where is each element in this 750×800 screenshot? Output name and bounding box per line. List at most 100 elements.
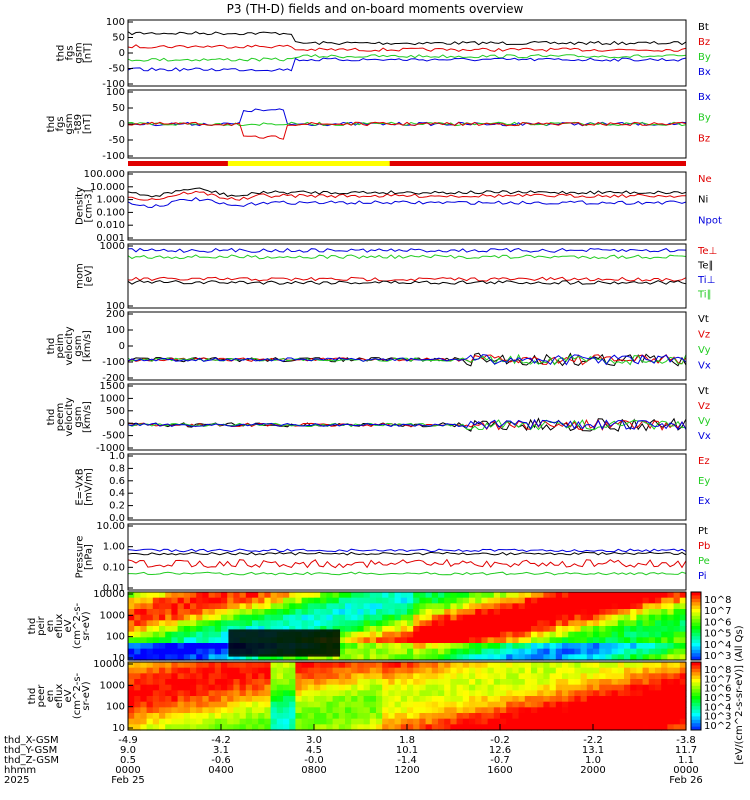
spectrogram-cell — [326, 696, 334, 703]
spectrogram-cell — [320, 690, 327, 697]
spectrogram-cell — [611, 701, 619, 708]
spectrogram-cell — [152, 614, 160, 621]
spectrogram-cell — [586, 654, 594, 661]
spectrogram-cell — [549, 609, 557, 616]
spectrogram-cell — [159, 643, 166, 650]
spectrogram-cell — [605, 718, 613, 725]
spectrogram-cell — [345, 597, 352, 604]
spectrogram-cell — [456, 592, 464, 599]
y-tick-label: 10 — [112, 723, 125, 734]
spectrogram-cell — [487, 643, 495, 650]
spectrogram-cell — [574, 696, 582, 703]
spectrogram-cell — [599, 614, 606, 621]
spectrogram-cell — [252, 673, 259, 680]
colorbar-cell — [691, 672, 701, 677]
spectrogram-cell — [456, 614, 464, 621]
spectrogram-cell — [624, 679, 631, 686]
spectrogram-cell — [233, 684, 241, 691]
spectrogram-cell — [357, 603, 365, 610]
y-axis-label: en — [45, 690, 56, 703]
spectrogram-cell — [425, 707, 433, 714]
spectrogram-cell — [394, 707, 402, 714]
spectrogram-cell — [599, 603, 606, 610]
spectrogram-cell — [283, 654, 290, 661]
spectrogram-cell — [165, 679, 172, 686]
spectrogram-cell — [667, 667, 675, 674]
spectrogram-cell — [413, 707, 420, 714]
spectrogram-cell — [258, 592, 265, 599]
spectrogram-cell — [357, 637, 365, 644]
spectrogram-cell — [450, 673, 458, 680]
spectrogram-cell — [307, 679, 315, 686]
spectrogram-cell — [469, 696, 476, 703]
spectrogram-cell — [376, 592, 383, 599]
spectrogram-cell — [524, 631, 532, 638]
spectrogram-cell — [630, 631, 637, 638]
spectrogram-cell — [165, 637, 172, 644]
spectrogram-cell — [314, 667, 321, 674]
spectrogram-cell — [295, 724, 303, 731]
spectrogram-cell — [159, 701, 166, 708]
spectrogram-cell — [276, 614, 284, 621]
spectrogram-cell — [252, 684, 259, 691]
spectrogram-cell — [512, 643, 520, 650]
x-row-label: 2025 — [4, 775, 29, 786]
spectrogram-cell — [233, 718, 241, 725]
spectrogram-cell — [202, 718, 210, 725]
spectrogram-cell — [667, 690, 675, 697]
spectrogram-cell — [425, 696, 433, 703]
spectrogram-cell — [543, 701, 551, 708]
spectrogram-cell — [388, 684, 396, 691]
spectrogram-cell — [270, 592, 278, 599]
spectrogram-cell — [314, 662, 321, 669]
spectrogram-cell — [438, 603, 445, 610]
spectrogram-cell — [475, 631, 482, 638]
spectrogram-cell — [245, 707, 253, 714]
spectrogram-cell — [190, 592, 197, 599]
spectrogram-cell — [655, 620, 662, 627]
spectrogram-cell — [636, 718, 644, 725]
spectrogram-cell — [444, 690, 451, 697]
spectrogram-cell — [295, 707, 303, 714]
spectrogram-cell — [140, 603, 148, 610]
spectrogram-cell — [239, 662, 247, 669]
spectrogram-cell — [450, 603, 458, 610]
spectrogram-cell — [165, 701, 172, 708]
y-tick-label: 100 — [106, 87, 125, 98]
spectrogram-cell — [233, 609, 241, 616]
spectrogram-cell — [655, 673, 662, 680]
spectrogram-cell — [239, 679, 247, 686]
spectrogram-cell — [196, 597, 203, 604]
spectrogram-cell — [648, 609, 656, 616]
spectrogram-cell — [171, 654, 179, 661]
spectrogram-cell — [543, 718, 551, 725]
spectrogram-cell — [332, 626, 340, 633]
spectrogram-cell — [667, 637, 675, 644]
spectrogram-cell — [673, 696, 681, 703]
spectrogram-cell — [500, 643, 507, 650]
colorbar-tick-label: 10^2 — [704, 721, 731, 732]
spectrogram-cell — [673, 673, 681, 680]
spectrogram-cell — [407, 592, 414, 599]
spectrogram-cell — [549, 718, 557, 725]
spectrogram-cell — [276, 603, 284, 610]
spectrogram-cell — [586, 679, 594, 686]
spectrogram-cell — [549, 597, 557, 604]
spectrogram-cell — [574, 643, 582, 650]
spectrogram-cell — [617, 684, 625, 691]
spectrogram-cell — [648, 690, 656, 697]
spectrogram-cell — [264, 673, 272, 680]
spectrogram-cell — [196, 707, 203, 714]
spectrogram-cell — [586, 701, 594, 708]
spectrogram-cell — [469, 662, 476, 669]
spectrogram-cell — [648, 724, 656, 731]
spectrogram-cell — [624, 707, 631, 714]
spectrogram-cell — [543, 643, 551, 650]
spectrogram-cell — [214, 667, 222, 674]
spectrogram-cell — [469, 637, 476, 644]
spectrogram-cell — [636, 609, 644, 616]
spectrogram-cell — [233, 667, 241, 674]
spectrogram-cell — [493, 713, 501, 720]
y-tick-label: 0.8 — [109, 463, 125, 474]
